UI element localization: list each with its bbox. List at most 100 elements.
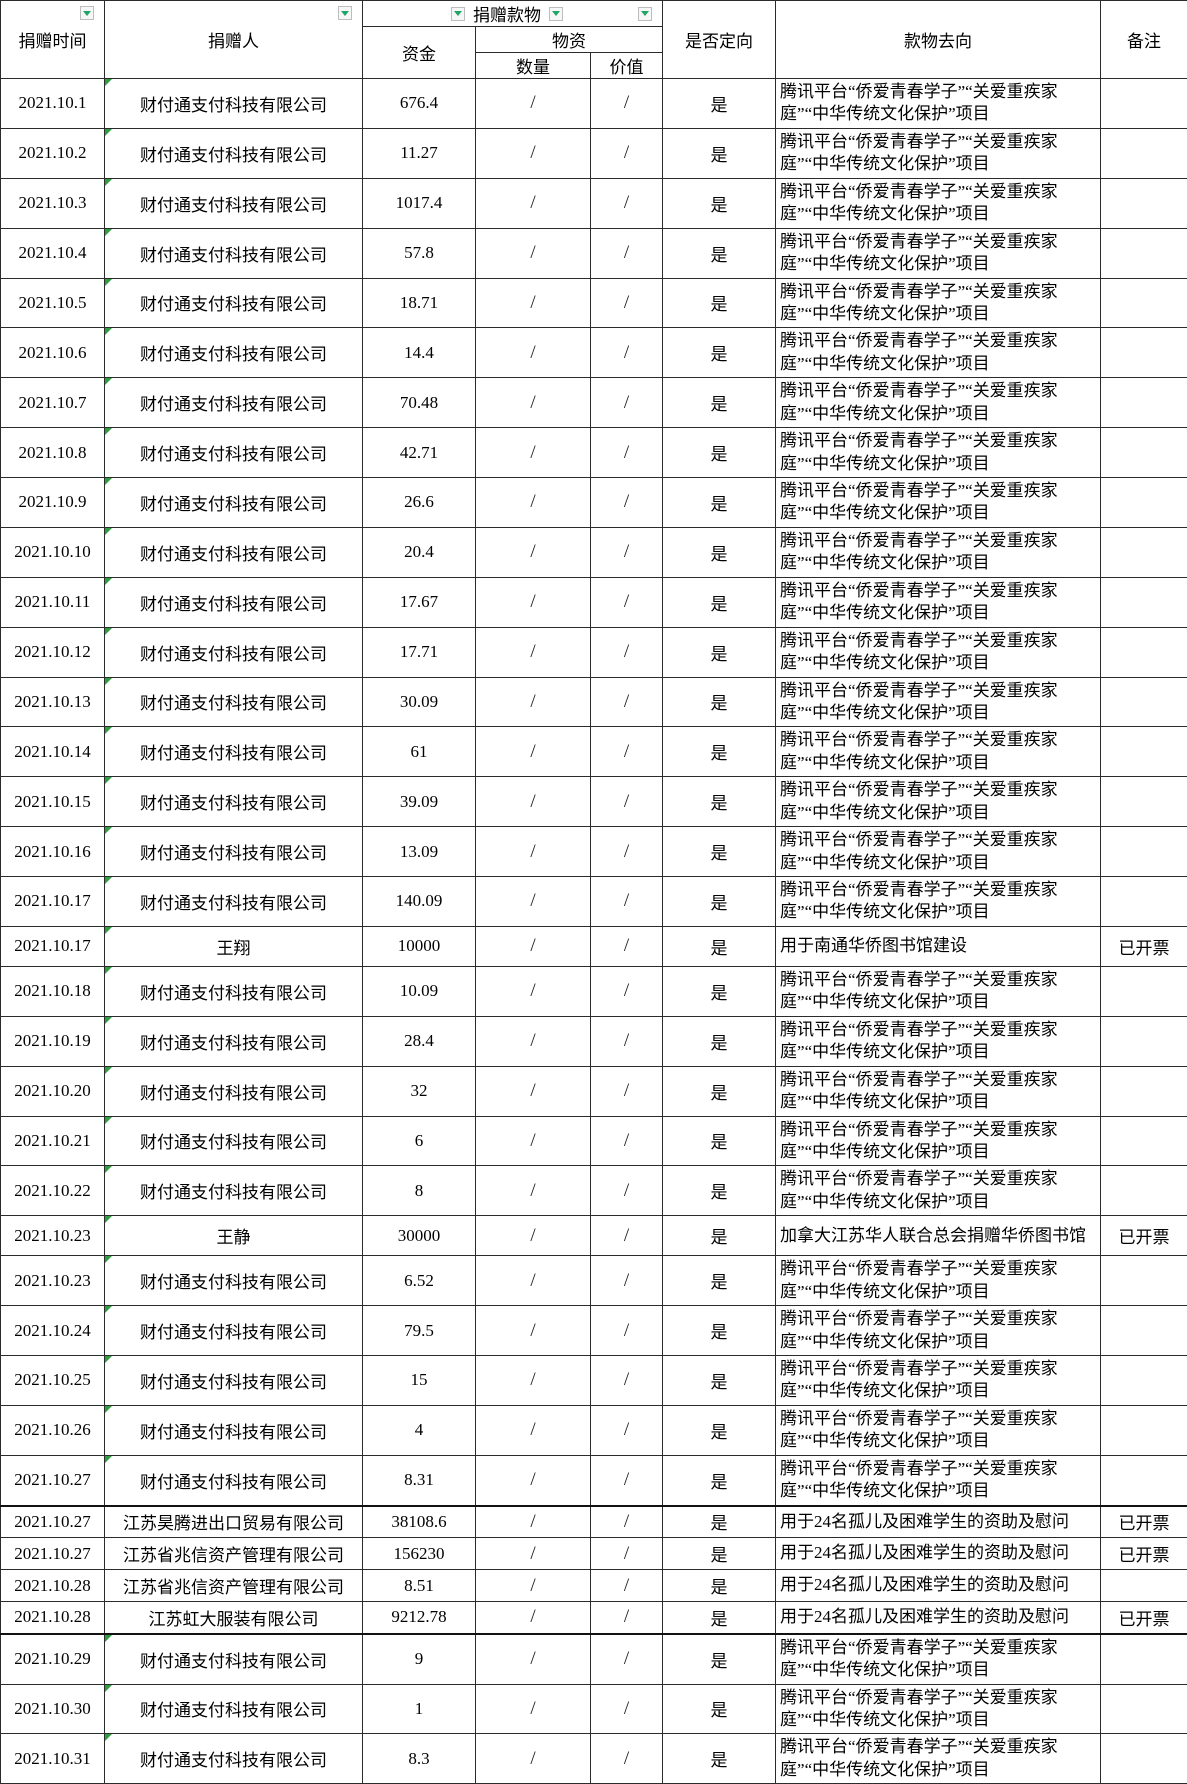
cell-date[interactable]: 2021.10.27 [1,1506,105,1538]
cell-material-value[interactable]: / [591,1066,663,1116]
cell-remark[interactable] [1101,1166,1187,1216]
cell-donor[interactable]: 财付通支付科技有限公司 [105,1166,363,1216]
cell-material-quantity[interactable]: / [476,1116,591,1166]
header-quantity[interactable]: 数量 [476,53,591,79]
cell-funds-amount[interactable]: 30000 [363,1216,476,1256]
cell-funds-amount[interactable]: 10000 [363,926,476,966]
cell-material-value[interactable]: / [591,128,663,178]
cell-funds-amount[interactable]: 26.6 [363,478,476,528]
cell-material-quantity[interactable]: / [476,1634,591,1684]
cell-destination[interactable]: 腾讯平台“侨爱青春学子”“关爱重疾家庭”“中华传统文化保护”项目 [776,527,1101,577]
header-materials[interactable]: 物资 [476,27,663,53]
cell-destination[interactable]: 用于24名孤儿及困难学生的资助及慰问 [776,1506,1101,1538]
cell-remark[interactable] [1101,1016,1187,1066]
cell-directed[interactable]: 是 [663,777,776,827]
cell-remark[interactable] [1101,627,1187,677]
cell-material-value[interactable]: / [591,478,663,528]
cell-material-quantity[interactable]: / [476,727,591,777]
cell-destination[interactable]: 腾讯平台“侨爱青春学子”“关爱重疾家庭”“中华传统文化保护”项目 [776,966,1101,1016]
cell-material-quantity[interactable]: / [476,777,591,827]
cell-remark[interactable] [1101,1405,1187,1455]
cell-destination[interactable]: 腾讯平台“侨爱青春学子”“关爱重疾家庭”“中华传统文化保护”项目 [776,478,1101,528]
cell-directed[interactable]: 是 [663,1405,776,1455]
cell-funds-amount[interactable]: 1017.4 [363,178,476,228]
cell-material-value[interactable]: / [591,677,663,727]
cell-destination[interactable]: 腾讯平台“侨爱青春学子”“关爱重疾家庭”“中华传统文化保护”项目 [776,727,1101,777]
cell-destination[interactable]: 加拿大江苏华人联合总会捐赠华侨图书馆 [776,1216,1101,1256]
cell-material-value[interactable]: / [591,1570,663,1602]
cell-donor[interactable]: 财付通支付科技有限公司 [105,1256,363,1306]
cell-date[interactable]: 2021.10.14 [1,727,105,777]
cell-destination[interactable]: 腾讯平台“侨爱青春学子”“关爱重疾家庭”“中华传统文化保护”项目 [776,1066,1101,1116]
cell-material-quantity[interactable]: / [476,1570,591,1602]
cell-date[interactable]: 2021.10.17 [1,926,105,966]
cell-material-value[interactable]: / [591,428,663,478]
cell-date[interactable]: 2021.10.4 [1,228,105,278]
cell-material-quantity[interactable]: / [476,1684,591,1734]
cell-material-quantity[interactable]: / [476,827,591,877]
cell-date[interactable]: 2021.10.8 [1,428,105,478]
cell-remark[interactable] [1101,128,1187,178]
header-remark[interactable]: 备注 [1101,1,1187,79]
cell-remark[interactable] [1101,1734,1187,1784]
cell-funds-amount[interactable]: 57.8 [363,228,476,278]
cell-material-quantity[interactable]: / [476,1538,591,1570]
cell-donor[interactable]: 江苏昊腾进出口贸易有限公司 [105,1506,363,1538]
cell-destination[interactable]: 腾讯平台“侨爱青春学子”“关爱重疾家庭”“中华传统文化保护”项目 [776,1734,1101,1784]
cell-material-quantity[interactable]: / [476,877,591,927]
cell-directed[interactable]: 是 [663,1016,776,1066]
cell-directed[interactable]: 是 [663,178,776,228]
cell-donor[interactable]: 财付通支付科技有限公司 [105,328,363,378]
cell-material-quantity[interactable]: / [476,328,591,378]
cell-date[interactable]: 2021.10.23 [1,1216,105,1256]
cell-donor[interactable]: 财付通支付科技有限公司 [105,1634,363,1684]
cell-funds-amount[interactable]: 8.31 [363,1455,476,1505]
cell-date[interactable]: 2021.10.28 [1,1602,105,1634]
cell-donor[interactable]: 王翔 [105,926,363,966]
cell-donor[interactable]: 财付通支付科技有限公司 [105,1356,363,1406]
cell-donor[interactable]: 江苏虹大服装有限公司 [105,1602,363,1634]
cell-destination[interactable]: 腾讯平台“侨爱青春学子”“关爱重疾家庭”“中华传统文化保护”项目 [776,128,1101,178]
cell-material-value[interactable]: / [591,278,663,328]
cell-material-value[interactable]: / [591,777,663,827]
cell-material-value[interactable]: / [591,228,663,278]
cell-remark[interactable] [1101,827,1187,877]
cell-donor[interactable]: 财付通支付科技有限公司 [105,1405,363,1455]
cell-funds-amount[interactable]: 70.48 [363,378,476,428]
cell-date[interactable]: 2021.10.31 [1,1734,105,1784]
cell-remark[interactable] [1101,727,1187,777]
cell-donor[interactable]: 财付通支付科技有限公司 [105,428,363,478]
cell-remark[interactable] [1101,577,1187,627]
header-donor[interactable]: 捐赠人 [105,1,363,79]
cell-remark[interactable] [1101,1066,1187,1116]
cell-material-quantity[interactable]: / [476,627,591,677]
cell-funds-amount[interactable]: 28.4 [363,1016,476,1066]
cell-remark[interactable] [1101,527,1187,577]
cell-donor[interactable]: 财付通支付科技有限公司 [105,178,363,228]
cell-remark[interactable] [1101,278,1187,328]
cell-funds-amount[interactable]: 156230 [363,1538,476,1570]
cell-destination[interactable]: 腾讯平台“侨爱青春学子”“关爱重疾家庭”“中华传统文化保护”项目 [776,378,1101,428]
cell-date[interactable]: 2021.10.29 [1,1634,105,1684]
cell-directed[interactable]: 是 [663,1066,776,1116]
cell-remark[interactable] [1101,1570,1187,1602]
cell-material-quantity[interactable]: / [476,1166,591,1216]
cell-donor[interactable]: 财付通支付科技有限公司 [105,1016,363,1066]
cell-remark[interactable]: 已开票 [1101,1216,1187,1256]
cell-material-value[interactable]: / [591,1356,663,1406]
cell-directed[interactable]: 是 [663,278,776,328]
cell-funds-amount[interactable]: 8.3 [363,1734,476,1784]
cell-funds-amount[interactable]: 8 [363,1166,476,1216]
cell-material-value[interactable]: / [591,1016,663,1066]
cell-directed[interactable]: 是 [663,926,776,966]
cell-donor[interactable]: 财付通支付科技有限公司 [105,378,363,428]
cell-material-value[interactable]: / [591,1538,663,1570]
cell-destination[interactable]: 腾讯平台“侨爱青春学子”“关爱重疾家庭”“中华传统文化保护”项目 [776,577,1101,627]
cell-funds-amount[interactable]: 30.09 [363,677,476,727]
cell-directed[interactable]: 是 [663,1116,776,1166]
cell-date[interactable]: 2021.10.21 [1,1116,105,1166]
cell-remark[interactable] [1101,1356,1187,1406]
cell-date[interactable]: 2021.10.24 [1,1306,105,1356]
cell-directed[interactable]: 是 [663,827,776,877]
cell-donor[interactable]: 财付通支付科技有限公司 [105,1684,363,1734]
